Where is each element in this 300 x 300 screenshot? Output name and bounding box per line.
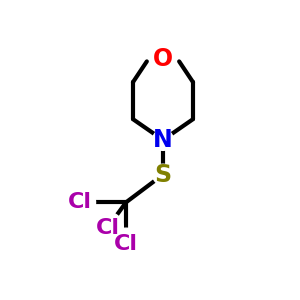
Circle shape xyxy=(92,212,123,243)
Text: S: S xyxy=(154,163,172,187)
Text: N: N xyxy=(153,128,173,152)
Circle shape xyxy=(110,228,142,260)
Text: Cl: Cl xyxy=(68,192,92,212)
Circle shape xyxy=(64,187,95,218)
Circle shape xyxy=(153,130,173,150)
Text: Cl: Cl xyxy=(95,218,119,238)
Text: O: O xyxy=(153,47,173,71)
Circle shape xyxy=(153,164,173,185)
Circle shape xyxy=(153,49,173,70)
Text: Cl: Cl xyxy=(114,234,138,254)
